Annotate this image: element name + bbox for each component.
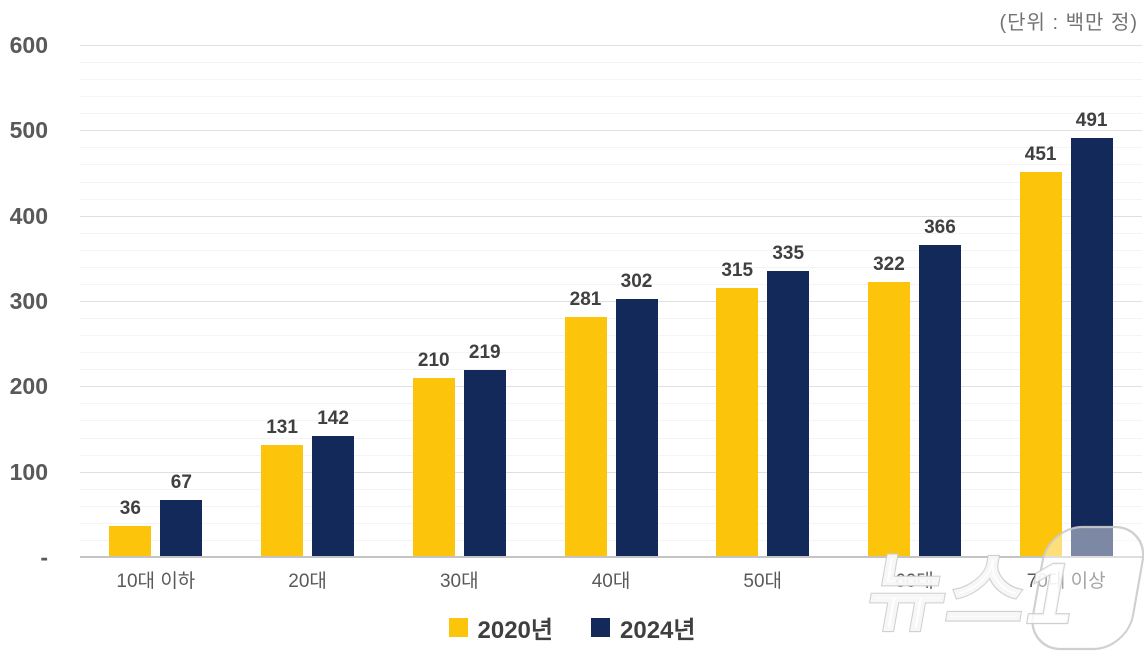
y-axis-tick-label: 600 — [9, 32, 48, 58]
legend: 2020년 2024년 — [0, 610, 1144, 645]
value-label: 142 — [317, 407, 349, 429]
y-axis-tick-label: 300 — [9, 288, 48, 314]
gridline-major — [80, 471, 1142, 473]
gridline-major — [80, 386, 1142, 388]
gridline-minor — [80, 79, 1142, 81]
x-axis-category-label: 70대 이상 — [1026, 571, 1106, 592]
bar-2020년-10대 이하 — [109, 526, 152, 557]
value-label: 315 — [721, 260, 754, 282]
gridline-minor — [80, 113, 1142, 115]
bar-2020년-30대 — [412, 377, 455, 557]
x-axis-category-label: 60대 — [895, 571, 934, 592]
x-axis-category-label: 20대 — [288, 571, 327, 592]
gridline-minor — [80, 164, 1142, 166]
y-axis-tick-label: 200 — [9, 373, 48, 400]
bar-2024년-60대 — [918, 244, 961, 557]
gridline-minor — [80, 369, 1142, 371]
plot-area: 36 67 131 142 210 219 281 302 315 335 322 366 451 491 — [80, 45, 1142, 557]
gridline-major — [80, 301, 1142, 302]
value-label: 366 — [924, 216, 956, 238]
legend-label-2024: 2024년 — [620, 617, 696, 644]
value-label: 131 — [266, 417, 298, 439]
y-axis-tick-label: - — [40, 544, 48, 570]
legend-item-2024: 2024년 — [591, 610, 695, 645]
gridline-minor — [80, 181, 1142, 183]
unit-label: (단위 : 백만 정) — [999, 12, 1138, 34]
y-axis-tick-label: 400 — [9, 202, 48, 229]
gridline-minor — [80, 232, 1142, 234]
gridline-minor — [80, 96, 1142, 98]
x-axis-category-label: 30대 — [439, 571, 479, 592]
x-axis-category-label: 10대 이하 — [116, 571, 196, 592]
gridline-minor — [80, 318, 1142, 320]
legend-swatch-2020 — [448, 618, 468, 637]
gridline-minor — [80, 62, 1142, 64]
gridline-minor — [80, 335, 1142, 337]
bar-2024년-30대 — [463, 370, 506, 557]
gridline-minor — [80, 539, 1142, 541]
value-label: 335 — [772, 243, 805, 265]
gridline-minor — [80, 403, 1142, 405]
y-axis-tick-label: 100 — [9, 458, 48, 485]
value-label: 210 — [417, 349, 450, 371]
value-label: 67 — [170, 471, 192, 493]
bar-2024년-70대 이상 — [1070, 138, 1113, 557]
value-label: 451 — [1024, 144, 1057, 166]
gridline-major — [80, 45, 1142, 46]
x-axis-labels: 10대 이하 20대 30대 40대 50대 60대 70대 이상 — [80, 566, 1142, 593]
value-label: 281 — [569, 289, 602, 311]
value-label: 36 — [119, 498, 141, 520]
gridline-major — [80, 130, 1142, 132]
x-axis-category-label: 50대 — [743, 571, 783, 592]
gridline-major — [80, 215, 1142, 217]
gridline-minor — [80, 283, 1142, 285]
y-axis-tick-label: 500 — [9, 117, 48, 144]
value-label: 302 — [620, 271, 653, 293]
bar-2020년-50대 — [716, 288, 759, 557]
gridline-minor — [80, 147, 1142, 149]
legend-swatch-2024 — [591, 618, 610, 637]
bar-2020년-20대 — [261, 445, 304, 557]
bar-2024년-40대 — [615, 299, 658, 557]
bar-2024년-20대 — [312, 435, 355, 557]
bar-2020년-70대 이상 — [1019, 172, 1062, 557]
gridline-minor — [80, 249, 1142, 251]
bar-2024년-10대 이하 — [160, 499, 203, 557]
x-axis-line — [80, 556, 1142, 558]
legend-label-2020: 2020년 — [477, 617, 553, 644]
x-axis-category-label: 40대 — [591, 571, 631, 592]
gridline-minor — [80, 522, 1142, 524]
value-label: 322 — [873, 254, 905, 276]
value-label: 219 — [468, 342, 501, 364]
value-label: 491 — [1075, 110, 1108, 131]
bar-2020년-40대 — [564, 317, 607, 557]
bar-2024년-50대 — [767, 271, 810, 557]
gridline-minor — [80, 420, 1142, 422]
gridline-minor — [80, 266, 1142, 268]
gridline-minor — [80, 454, 1142, 456]
gridline-minor — [80, 488, 1142, 490]
gridline-minor — [80, 505, 1142, 507]
gridline-minor — [80, 352, 1142, 354]
gridline-minor — [80, 198, 1142, 200]
gridline-minor — [80, 437, 1142, 439]
legend-item-2020: 2020년 — [448, 610, 553, 645]
bar-2020년-60대 — [867, 282, 910, 557]
